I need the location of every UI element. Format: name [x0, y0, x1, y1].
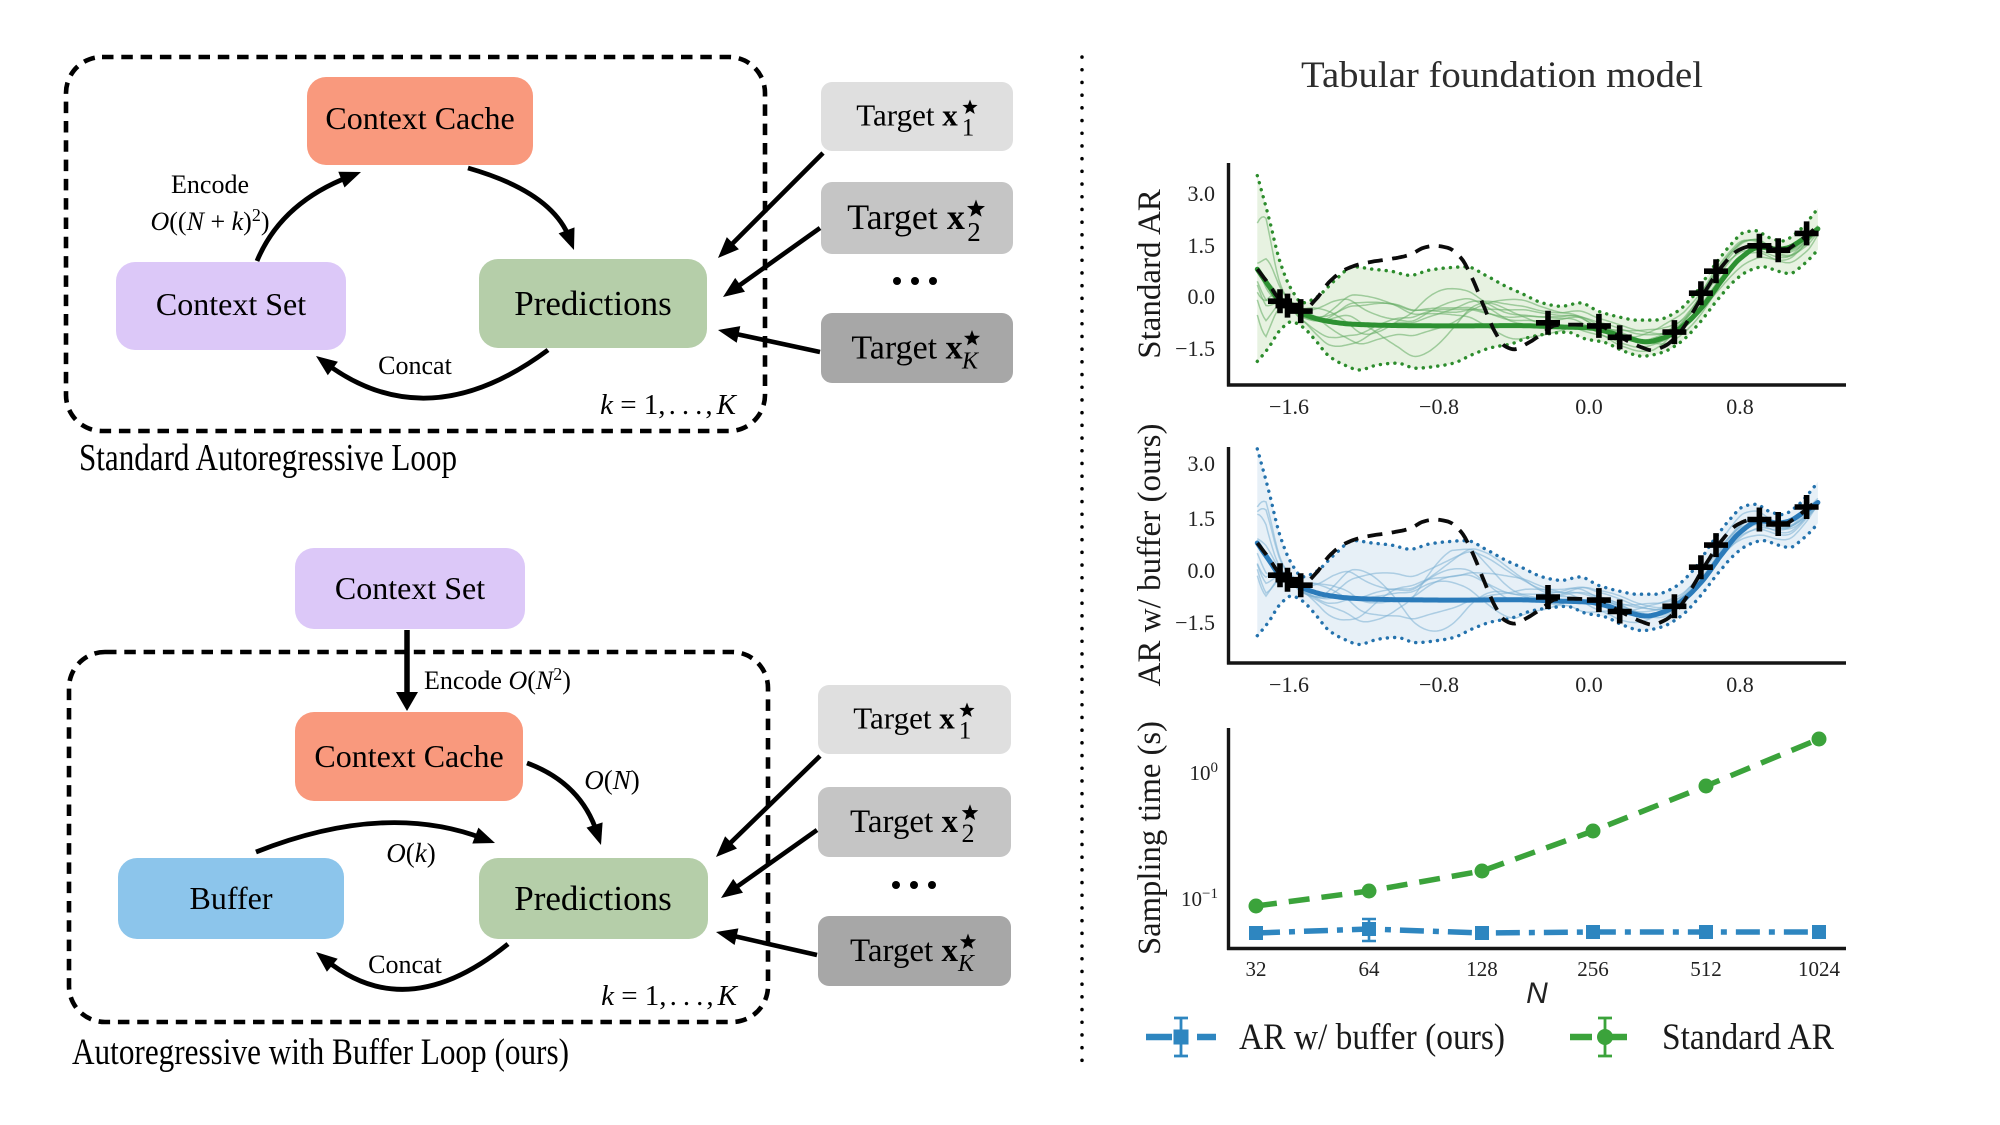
svg-text:Concat: Concat — [368, 950, 442, 979]
svg-text:−1.6: −1.6 — [1269, 672, 1309, 697]
svg-text:Encode O(N2): Encode O(N2) — [424, 664, 571, 695]
svg-text:Standard Autoregressive Loop: Standard Autoregressive Loop — [79, 437, 457, 479]
svg-text:Autoregressive with Buffer Loo: Autoregressive with Buffer Loop (ours) — [72, 1031, 569, 1072]
svg-text:O(k): O(k) — [386, 838, 435, 868]
svg-text:−1.6: −1.6 — [1269, 394, 1309, 419]
svg-text:Context Cache: Context Cache — [325, 100, 514, 136]
svg-text:O(N): O(N) — [584, 765, 640, 795]
svg-text:10−1: 10−1 — [1181, 886, 1218, 911]
svg-text:3.0: 3.0 — [1188, 451, 1216, 476]
svg-text:Standard AR: Standard AR — [1662, 1017, 1834, 1058]
svg-text:Tabular foundation model: Tabular foundation model — [1301, 55, 1703, 96]
svg-text:k = 1,...,K: k = 1,..., K — [600, 389, 737, 421]
svg-text:Target x: Target x — [853, 701, 955, 736]
svg-text:256: 256 — [1577, 957, 1609, 981]
svg-text:0.0: 0.0 — [1575, 672, 1603, 697]
svg-text:0.0: 0.0 — [1188, 284, 1216, 309]
svg-text:Concat: Concat — [378, 351, 452, 380]
svg-text:0.8: 0.8 — [1726, 394, 1754, 419]
svg-text:Sampling time (s): Sampling time (s) — [1132, 721, 1168, 955]
svg-text:1024: 1024 — [1798, 957, 1841, 981]
svg-text:32: 32 — [1246, 957, 1267, 981]
svg-text:−1.5: −1.5 — [1175, 610, 1215, 635]
svg-text:0.0: 0.0 — [1575, 394, 1603, 419]
svg-text:Target x: Target x — [850, 804, 958, 840]
svg-text:1.5: 1.5 — [1188, 233, 1216, 258]
svg-text:1: 1 — [959, 718, 972, 745]
svg-text:2: 2 — [962, 819, 975, 848]
svg-text:AR w/ buffer (ours): AR w/ buffer (ours) — [1239, 1017, 1505, 1058]
svg-text:128: 128 — [1466, 957, 1498, 981]
svg-text:Target x: Target x — [850, 933, 958, 969]
svg-text:k = 1,...,K: k = 1,..., K — [601, 980, 738, 1012]
svg-text:−1.5: −1.5 — [1175, 336, 1215, 361]
svg-text:0.8: 0.8 — [1726, 672, 1754, 697]
svg-text:512: 512 — [1690, 957, 1722, 981]
svg-text:Buffer: Buffer — [190, 880, 273, 916]
svg-text:Context Cache: Context Cache — [314, 738, 503, 774]
svg-text:1: 1 — [962, 115, 975, 142]
svg-text:Encode: Encode — [171, 170, 249, 199]
svg-text:100: 100 — [1190, 760, 1219, 785]
svg-text:AR w/ buffer (ours): AR w/ buffer (ours) — [1132, 424, 1168, 687]
svg-text:Standard AR: Standard AR — [1132, 189, 1168, 359]
svg-text:64: 64 — [1359, 957, 1381, 981]
svg-text:K: K — [961, 349, 980, 375]
svg-text:K: K — [957, 951, 976, 977]
svg-text:1.5: 1.5 — [1188, 506, 1216, 531]
svg-text:−0.8: −0.8 — [1419, 672, 1459, 697]
svg-text:3.0: 3.0 — [1188, 181, 1216, 206]
svg-text:Context Set: Context Set — [335, 570, 485, 606]
svg-text:0.0: 0.0 — [1188, 558, 1216, 583]
svg-text:Target x: Target x — [847, 197, 965, 237]
svg-text:N: N — [1526, 977, 1548, 1010]
svg-text:Predictions: Predictions — [514, 284, 671, 323]
svg-text:O((N + k)2): O((N + k)2) — [150, 205, 269, 236]
svg-text:Predictions: Predictions — [514, 879, 671, 918]
svg-text:2: 2 — [967, 217, 981, 247]
svg-text:Target x: Target x — [851, 330, 962, 367]
svg-text:−0.8: −0.8 — [1419, 394, 1459, 419]
svg-text:Context Set: Context Set — [156, 286, 306, 322]
svg-text:Target x: Target x — [856, 98, 958, 133]
